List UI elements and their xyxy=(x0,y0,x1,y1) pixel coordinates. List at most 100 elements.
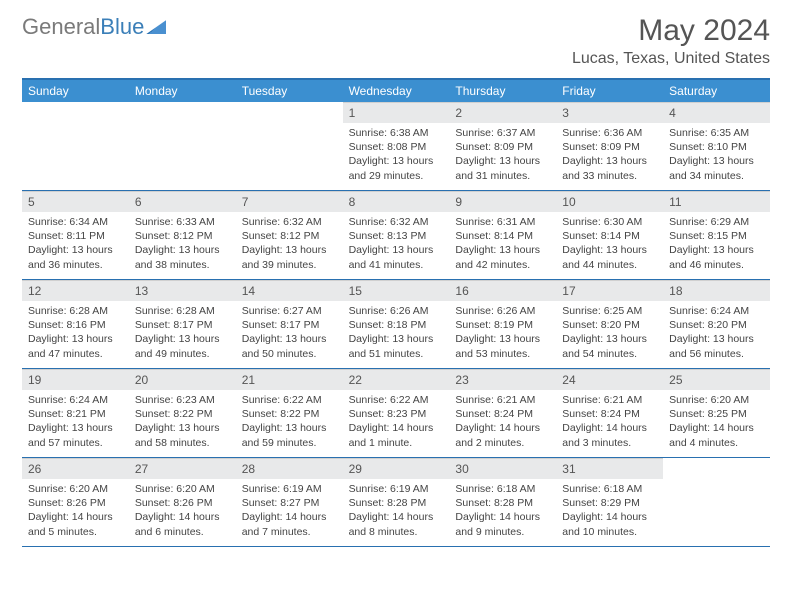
daylight-text: Daylight: 13 hours and 31 minutes. xyxy=(455,154,550,182)
day-info: Sunrise: 6:20 AMSunset: 8:26 PMDaylight:… xyxy=(22,479,129,543)
day-cell: 9Sunrise: 6:31 AMSunset: 8:14 PMDaylight… xyxy=(449,191,556,279)
week-row: 5Sunrise: 6:34 AMSunset: 8:11 PMDaylight… xyxy=(22,191,770,280)
day-cell: 26Sunrise: 6:20 AMSunset: 8:26 PMDayligh… xyxy=(22,458,129,546)
daylight-text: Daylight: 13 hours and 59 minutes. xyxy=(242,421,337,449)
day-number: 26 xyxy=(22,458,129,479)
day-header-row: SundayMondayTuesdayWednesdayThursdayFrid… xyxy=(22,80,770,102)
daylight-text: Daylight: 14 hours and 9 minutes. xyxy=(455,510,550,538)
sunset-text: Sunset: 8:29 PM xyxy=(562,496,657,510)
day-number: 3 xyxy=(556,102,663,123)
sunset-text: Sunset: 8:18 PM xyxy=(349,318,444,332)
sunrise-text: Sunrise: 6:35 AM xyxy=(669,126,764,140)
sunset-text: Sunset: 8:14 PM xyxy=(562,229,657,243)
sunrise-text: Sunrise: 6:27 AM xyxy=(242,304,337,318)
day-info: Sunrise: 6:20 AMSunset: 8:26 PMDaylight:… xyxy=(129,479,236,543)
sunrise-text: Sunrise: 6:20 AM xyxy=(28,482,123,496)
week-row: 26Sunrise: 6:20 AMSunset: 8:26 PMDayligh… xyxy=(22,458,770,547)
day-number: 29 xyxy=(343,458,450,479)
day-info: Sunrise: 6:19 AMSunset: 8:27 PMDaylight:… xyxy=(236,479,343,543)
week-row: 1Sunrise: 6:38 AMSunset: 8:08 PMDaylight… xyxy=(22,102,770,191)
sunset-text: Sunset: 8:17 PM xyxy=(242,318,337,332)
sunset-text: Sunset: 8:20 PM xyxy=(562,318,657,332)
day-info: Sunrise: 6:31 AMSunset: 8:14 PMDaylight:… xyxy=(449,212,556,276)
sunrise-text: Sunrise: 6:26 AM xyxy=(455,304,550,318)
day-info: Sunrise: 6:27 AMSunset: 8:17 PMDaylight:… xyxy=(236,301,343,365)
sunrise-text: Sunrise: 6:33 AM xyxy=(135,215,230,229)
daylight-text: Daylight: 13 hours and 51 minutes. xyxy=(349,332,444,360)
brand-part2: Blue xyxy=(100,14,144,40)
sunrise-text: Sunrise: 6:28 AM xyxy=(135,304,230,318)
sunrise-text: Sunrise: 6:22 AM xyxy=(349,393,444,407)
day-info: Sunrise: 6:36 AMSunset: 8:09 PMDaylight:… xyxy=(556,123,663,187)
day-number: 7 xyxy=(236,191,343,212)
daylight-text: Daylight: 14 hours and 8 minutes. xyxy=(349,510,444,538)
daylight-text: Daylight: 13 hours and 41 minutes. xyxy=(349,243,444,271)
day-cell: 11Sunrise: 6:29 AMSunset: 8:15 PMDayligh… xyxy=(663,191,770,279)
sunrise-text: Sunrise: 6:21 AM xyxy=(562,393,657,407)
day-info: Sunrise: 6:28 AMSunset: 8:17 PMDaylight:… xyxy=(129,301,236,365)
sunrise-text: Sunrise: 6:25 AM xyxy=(562,304,657,318)
sunrise-text: Sunrise: 6:20 AM xyxy=(135,482,230,496)
day-info: Sunrise: 6:26 AMSunset: 8:18 PMDaylight:… xyxy=(343,301,450,365)
day-number: 28 xyxy=(236,458,343,479)
day-number: 20 xyxy=(129,369,236,390)
sunset-text: Sunset: 8:10 PM xyxy=(669,140,764,154)
day-info: Sunrise: 6:18 AMSunset: 8:28 PMDaylight:… xyxy=(449,479,556,543)
day-info: Sunrise: 6:22 AMSunset: 8:22 PMDaylight:… xyxy=(236,390,343,454)
day-info: Sunrise: 6:25 AMSunset: 8:20 PMDaylight:… xyxy=(556,301,663,365)
day-info: Sunrise: 6:21 AMSunset: 8:24 PMDaylight:… xyxy=(449,390,556,454)
day-cell: 22Sunrise: 6:22 AMSunset: 8:23 PMDayligh… xyxy=(343,369,450,457)
day-cell: 6Sunrise: 6:33 AMSunset: 8:12 PMDaylight… xyxy=(129,191,236,279)
day-header-cell: Wednesday xyxy=(343,80,450,102)
day-cell: 27Sunrise: 6:20 AMSunset: 8:26 PMDayligh… xyxy=(129,458,236,546)
sunset-text: Sunset: 8:12 PM xyxy=(242,229,337,243)
day-number: 23 xyxy=(449,369,556,390)
day-cell: 28Sunrise: 6:19 AMSunset: 8:27 PMDayligh… xyxy=(236,458,343,546)
day-number: 30 xyxy=(449,458,556,479)
day-number: 17 xyxy=(556,280,663,301)
sunset-text: Sunset: 8:24 PM xyxy=(455,407,550,421)
daylight-text: Daylight: 14 hours and 5 minutes. xyxy=(28,510,123,538)
calendar: SundayMondayTuesdayWednesdayThursdayFrid… xyxy=(22,78,770,547)
day-cell: 23Sunrise: 6:21 AMSunset: 8:24 PMDayligh… xyxy=(449,369,556,457)
day-number: 15 xyxy=(343,280,450,301)
day-number: 10 xyxy=(556,191,663,212)
day-info: Sunrise: 6:23 AMSunset: 8:22 PMDaylight:… xyxy=(129,390,236,454)
sunset-text: Sunset: 8:24 PM xyxy=(562,407,657,421)
day-number: 19 xyxy=(22,369,129,390)
day-cell: 21Sunrise: 6:22 AMSunset: 8:22 PMDayligh… xyxy=(236,369,343,457)
sunset-text: Sunset: 8:11 PM xyxy=(28,229,123,243)
sunrise-text: Sunrise: 6:23 AM xyxy=(135,393,230,407)
day-cell xyxy=(663,458,770,546)
sunrise-text: Sunrise: 6:30 AM xyxy=(562,215,657,229)
sunrise-text: Sunrise: 6:26 AM xyxy=(349,304,444,318)
sunset-text: Sunset: 8:28 PM xyxy=(455,496,550,510)
day-cell: 2Sunrise: 6:37 AMSunset: 8:09 PMDaylight… xyxy=(449,102,556,190)
daylight-text: Daylight: 14 hours and 7 minutes. xyxy=(242,510,337,538)
day-cell: 1Sunrise: 6:38 AMSunset: 8:08 PMDaylight… xyxy=(343,102,450,190)
daylight-text: Daylight: 14 hours and 1 minute. xyxy=(349,421,444,449)
day-cell: 12Sunrise: 6:28 AMSunset: 8:16 PMDayligh… xyxy=(22,280,129,368)
daylight-text: Daylight: 13 hours and 58 minutes. xyxy=(135,421,230,449)
day-info: Sunrise: 6:33 AMSunset: 8:12 PMDaylight:… xyxy=(129,212,236,276)
day-cell: 14Sunrise: 6:27 AMSunset: 8:17 PMDayligh… xyxy=(236,280,343,368)
sunset-text: Sunset: 8:19 PM xyxy=(455,318,550,332)
day-info: Sunrise: 6:21 AMSunset: 8:24 PMDaylight:… xyxy=(556,390,663,454)
sunset-text: Sunset: 8:15 PM xyxy=(669,229,764,243)
day-info: Sunrise: 6:32 AMSunset: 8:13 PMDaylight:… xyxy=(343,212,450,276)
brand-logo: GeneralBlue xyxy=(22,14,166,40)
sunset-text: Sunset: 8:13 PM xyxy=(349,229,444,243)
sunset-text: Sunset: 8:08 PM xyxy=(349,140,444,154)
daylight-text: Daylight: 13 hours and 44 minutes. xyxy=(562,243,657,271)
sunrise-text: Sunrise: 6:29 AM xyxy=(669,215,764,229)
title-block: May 2024 Lucas, Texas, United States xyxy=(572,14,770,68)
daylight-text: Daylight: 13 hours and 33 minutes. xyxy=(562,154,657,182)
sunset-text: Sunset: 8:23 PM xyxy=(349,407,444,421)
sunrise-text: Sunrise: 6:24 AM xyxy=(669,304,764,318)
day-number: 16 xyxy=(449,280,556,301)
sunrise-text: Sunrise: 6:31 AM xyxy=(455,215,550,229)
daylight-text: Daylight: 14 hours and 10 minutes. xyxy=(562,510,657,538)
daylight-text: Daylight: 14 hours and 3 minutes. xyxy=(562,421,657,449)
daylight-text: Daylight: 13 hours and 36 minutes. xyxy=(28,243,123,271)
day-cell: 31Sunrise: 6:18 AMSunset: 8:29 PMDayligh… xyxy=(556,458,663,546)
